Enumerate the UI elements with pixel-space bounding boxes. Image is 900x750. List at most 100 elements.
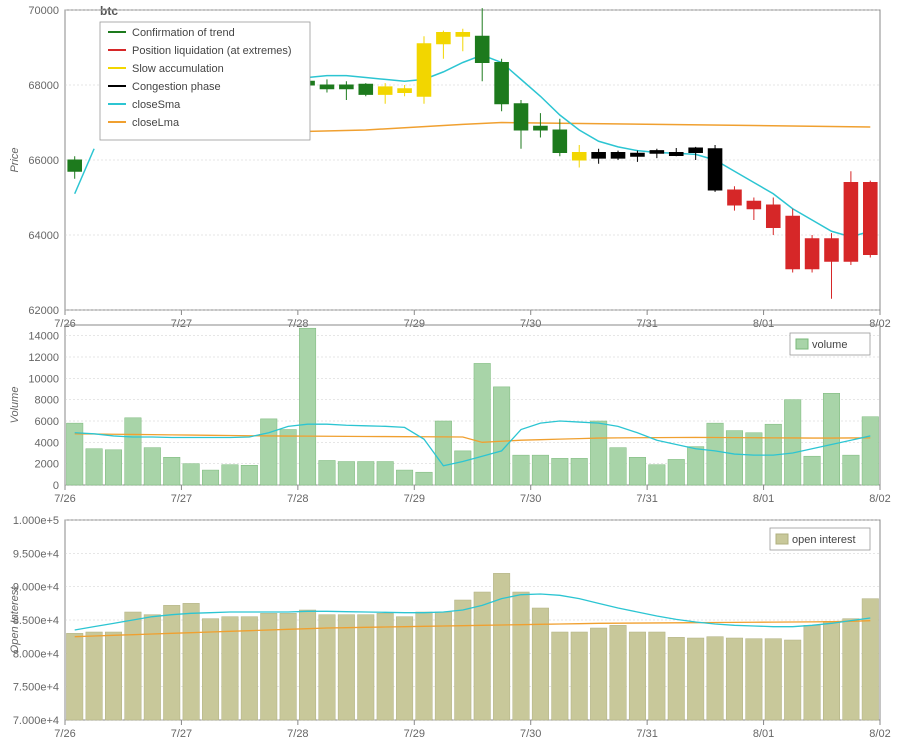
candle-body bbox=[669, 153, 683, 156]
volume-bar bbox=[590, 421, 606, 485]
svg-text:7/28: 7/28 bbox=[287, 493, 308, 505]
volume-legend: volume bbox=[790, 333, 870, 355]
svg-text:7/30: 7/30 bbox=[520, 318, 541, 330]
svg-text:7.000e+4: 7.000e+4 bbox=[13, 715, 59, 727]
volume-bar bbox=[649, 465, 665, 485]
volume-bar bbox=[261, 419, 277, 485]
chart-svg: btc62000640006600068000700007/267/277/28… bbox=[0, 0, 900, 750]
candle-body bbox=[417, 44, 431, 97]
candle-body bbox=[689, 148, 703, 153]
legend-label: volume bbox=[812, 339, 847, 351]
oi-bar bbox=[571, 632, 587, 720]
volume-bar bbox=[513, 455, 529, 485]
svg-text:0: 0 bbox=[53, 480, 59, 492]
candle-body bbox=[456, 33, 470, 37]
candle-body bbox=[805, 239, 819, 269]
oi-bar bbox=[862, 599, 878, 720]
oi-bar bbox=[804, 625, 820, 720]
legend-label: closeLma bbox=[132, 117, 180, 129]
svg-text:7/27: 7/27 bbox=[171, 318, 192, 330]
svg-text:1.000e+5: 1.000e+5 bbox=[13, 515, 59, 527]
volume-bar bbox=[86, 449, 102, 485]
oi-bar bbox=[765, 639, 781, 720]
svg-text:8/01: 8/01 bbox=[753, 493, 774, 505]
volume-bar bbox=[571, 458, 587, 485]
oi-bar bbox=[843, 619, 859, 720]
oi-bar bbox=[493, 573, 509, 720]
oi-bar bbox=[202, 619, 218, 720]
oi-bar bbox=[649, 632, 665, 720]
oi-bar bbox=[746, 639, 762, 720]
candle-body bbox=[708, 149, 722, 190]
candle-body bbox=[320, 85, 334, 89]
volume-bar bbox=[105, 450, 121, 485]
volume-bar bbox=[804, 456, 820, 485]
candle-body bbox=[766, 205, 780, 228]
svg-text:68000: 68000 bbox=[28, 80, 59, 92]
chart-title: btc bbox=[100, 4, 118, 18]
legend-label: closeSma bbox=[132, 99, 181, 111]
svg-text:7.500e+4: 7.500e+4 bbox=[13, 682, 59, 694]
legend-swatch bbox=[776, 534, 788, 544]
oi-bar bbox=[396, 617, 412, 720]
oi-bar bbox=[629, 632, 645, 720]
svg-text:14000: 14000 bbox=[28, 331, 59, 343]
volume-bar bbox=[183, 464, 199, 485]
oi-bar bbox=[319, 615, 335, 720]
svg-text:10000: 10000 bbox=[28, 373, 59, 385]
volume-bar bbox=[435, 421, 451, 485]
oi-bar bbox=[707, 637, 723, 720]
candle-body bbox=[475, 36, 489, 62]
svg-text:7/31: 7/31 bbox=[636, 493, 657, 505]
candle-body bbox=[786, 216, 800, 269]
svg-text:7/29: 7/29 bbox=[404, 318, 425, 330]
candle-body bbox=[650, 151, 664, 154]
volume-bar bbox=[726, 431, 742, 485]
volume-bar bbox=[125, 418, 141, 485]
volume-bar bbox=[862, 417, 878, 485]
volume-bar bbox=[629, 457, 645, 485]
oi-bar bbox=[125, 612, 141, 720]
volume-bar bbox=[532, 455, 548, 485]
candle-body bbox=[359, 84, 373, 94]
svg-text:7/26: 7/26 bbox=[54, 728, 75, 740]
candle-body bbox=[631, 153, 645, 156]
svg-text:7/31: 7/31 bbox=[636, 728, 657, 740]
volume-bar bbox=[377, 462, 393, 485]
volume-bar bbox=[144, 448, 160, 485]
oi-bar bbox=[784, 640, 800, 720]
svg-text:8/01: 8/01 bbox=[753, 318, 774, 330]
volume-bar bbox=[222, 465, 238, 485]
volume-bar bbox=[474, 363, 490, 485]
candle-body bbox=[68, 160, 82, 171]
volume-ylabel: Volume bbox=[9, 387, 21, 424]
svg-text:70000: 70000 bbox=[28, 5, 59, 17]
oi-bar bbox=[513, 592, 529, 720]
oi-bar bbox=[455, 600, 471, 720]
volume-bar bbox=[416, 472, 432, 485]
candle-body bbox=[747, 201, 761, 209]
svg-text:7/30: 7/30 bbox=[520, 728, 541, 740]
volume-bar bbox=[746, 433, 762, 485]
svg-text:7/27: 7/27 bbox=[171, 728, 192, 740]
oi-legend: open interest bbox=[770, 528, 870, 550]
oi-bar bbox=[435, 612, 451, 720]
volume-bar bbox=[493, 387, 509, 485]
chart-root: btc62000640006600068000700007/267/277/28… bbox=[0, 0, 900, 750]
candle-body bbox=[572, 153, 586, 161]
svg-text:7/27: 7/27 bbox=[171, 493, 192, 505]
oi-bar bbox=[726, 638, 742, 720]
svg-text:6000: 6000 bbox=[35, 416, 59, 428]
svg-text:12000: 12000 bbox=[28, 352, 59, 364]
candle-body bbox=[592, 153, 606, 159]
svg-text:8/02: 8/02 bbox=[869, 493, 890, 505]
oi-bar bbox=[358, 615, 374, 720]
volume-bar bbox=[610, 448, 626, 485]
legend-label: open interest bbox=[792, 534, 856, 546]
oi-bar bbox=[687, 638, 703, 720]
volume-bar bbox=[396, 470, 412, 485]
oi-bar bbox=[474, 592, 490, 720]
svg-text:4000: 4000 bbox=[35, 437, 59, 449]
svg-text:7/28: 7/28 bbox=[287, 728, 308, 740]
candle-body bbox=[553, 130, 567, 153]
